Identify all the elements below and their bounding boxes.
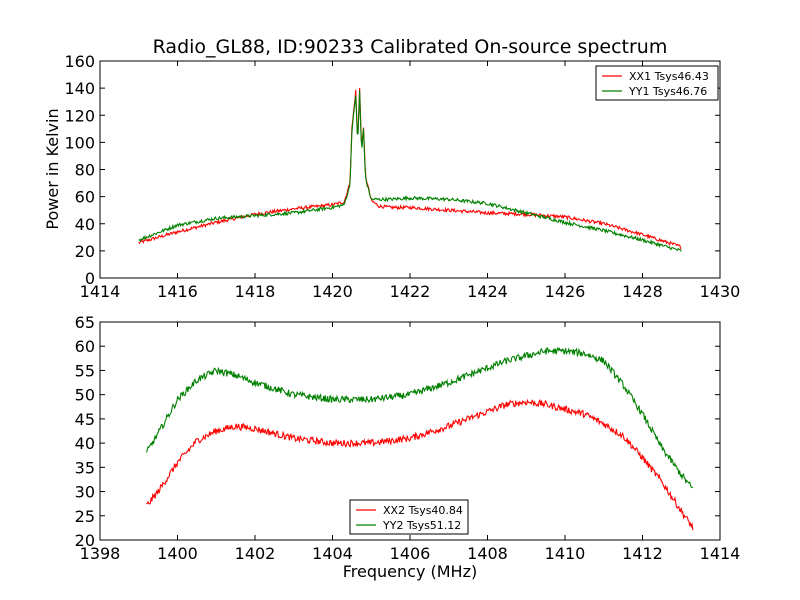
top-x-tick-label: 1422	[390, 282, 431, 301]
top-y-tick-label: 60	[75, 188, 95, 207]
bottom-x-tick-label: 1408	[467, 544, 508, 563]
top-legend: XX1 Tsys46.43 YY1 Tsys46.76	[595, 65, 719, 101]
bottom-y-tick-label: 65	[75, 313, 95, 332]
bottom-x-tick-label: 1398	[80, 544, 121, 563]
bottom-panel: 1398 1400 1402 1404 1406 1408 1410 1412 1414 20 25…	[75, 313, 741, 581]
top-y-tick-label: 100	[64, 133, 95, 152]
top-y-tick-label: 0	[85, 269, 95, 288]
top-x-tick-label: 1420	[312, 282, 353, 301]
top-y-tick-label: 160	[64, 52, 95, 71]
bottom-y-tick-label: 40	[75, 434, 95, 453]
top-series-1-line	[138, 90, 682, 252]
top-legend-label: YY1 Tsys46.76	[628, 85, 707, 98]
top-series-0-line	[138, 87, 682, 249]
bottom-y-tick-label: 35	[75, 458, 95, 477]
bottom-x-tick-label: 1400	[157, 544, 198, 563]
bottom-x-tick-label: 1412	[622, 544, 663, 563]
bottom-legend-box	[349, 499, 469, 535]
bottom-y-tick-label: 55	[75, 361, 95, 380]
top-y-tick-label: 20	[75, 242, 95, 261]
bottom-y-tick-label: 30	[75, 483, 95, 502]
top-x-tick-label: 1414	[80, 282, 121, 301]
top-legend-label: XX1 Tsys46.43	[629, 70, 709, 83]
top-chart-title: Radio_GL88, ID:90233 Calibrated On-sourc…	[153, 36, 668, 58]
bottom-legend-label: YY2 Tsys51.12	[382, 519, 461, 532]
top-x-tick-label: 1424	[467, 282, 508, 301]
top-x-tick-label: 1416	[157, 282, 198, 301]
bottom-y-tick-label: 20	[75, 531, 95, 550]
bottom-x-tick-label: 1404	[312, 544, 353, 563]
bottom-series-1-line	[145, 346, 694, 489]
bottom-y-tick-label: 60	[75, 337, 95, 356]
bottom-y-tick-label: 25	[75, 507, 95, 526]
bottom-x-tick-label: 1414	[700, 544, 741, 563]
top-x-tick-label: 1428	[622, 282, 663, 301]
top-y-tick-label: 140	[64, 79, 95, 98]
bottom-y-tick-label: 50	[75, 386, 95, 405]
bottom-legend-label: XX2 Tsys40.84	[383, 504, 463, 517]
top-x-tick-label: 1426	[545, 282, 586, 301]
top-y-tick-label: 120	[64, 106, 95, 125]
bottom-x-tick-label: 1406	[390, 544, 431, 563]
top-y-tick-label: 80	[75, 161, 95, 180]
top-panel: Radio_GL88, ID:90233 Calibrated On-sourc…	[43, 36, 740, 301]
top-legend-box	[595, 65, 719, 101]
top-y-axis-label: Power in Kelvin	[43, 108, 62, 229]
bottom-series-0-line	[146, 398, 694, 531]
bottom-x-axis-label: Frequency (MHz)	[343, 562, 477, 581]
top-x-tick-label: 1418	[235, 282, 276, 301]
bottom-x-tick-label: 1410	[545, 544, 586, 563]
bottom-legend: XX2 Tsys40.84 YY2 Tsys51.12	[349, 499, 469, 535]
bottom-y-tick-label: 45	[75, 410, 95, 429]
bottom-x-tick-label: 1402	[235, 544, 276, 563]
top-x-tick-label: 1430	[700, 282, 741, 301]
top-y-tick-label: 40	[75, 215, 95, 234]
